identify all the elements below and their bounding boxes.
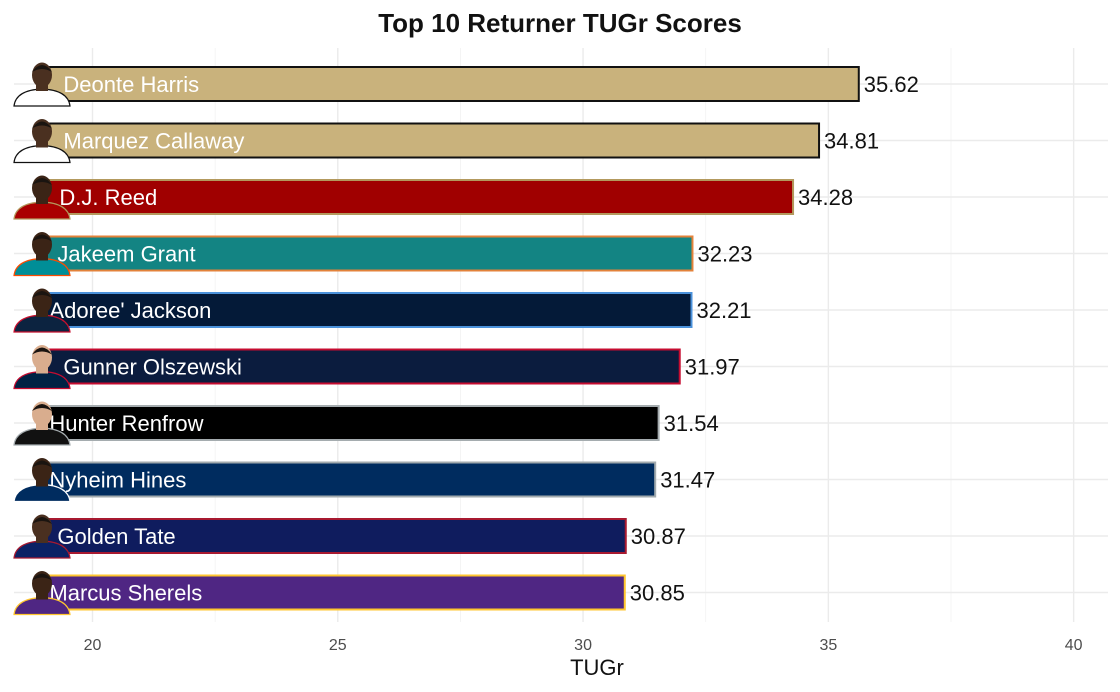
bar-name-label: Nyheim Hines xyxy=(49,468,186,493)
bar-name-label: Marcus Sherels xyxy=(49,581,202,606)
bar-name-label: Deonte Harris xyxy=(63,72,199,97)
x-tick-label: 20 xyxy=(84,637,102,654)
bar-name-label: Jakeem Grant xyxy=(57,242,195,267)
bar-value-label: 31.97 xyxy=(685,355,740,380)
x-tick-label: 30 xyxy=(574,637,592,654)
x-tick-label: 25 xyxy=(329,637,347,654)
x-tick-label: 40 xyxy=(1065,637,1083,654)
bar-name-label: Golden Tate xyxy=(57,524,175,549)
bar-name-label: Marquez Callaway xyxy=(63,129,244,154)
bar-name-label: Gunner Olszewski xyxy=(63,355,242,380)
bar-name-label: D.J. Reed xyxy=(59,185,157,210)
bar-value-label: 34.81 xyxy=(824,129,879,154)
bar-value-label: 32.23 xyxy=(697,242,752,267)
bar-value-label: 35.62 xyxy=(864,72,919,97)
bar-name-label: Hunter Renfrow xyxy=(49,411,203,436)
bar-value-label: 31.54 xyxy=(664,411,719,436)
bar-value-label: 31.47 xyxy=(660,468,715,493)
bar-value-label: 32.21 xyxy=(696,298,751,323)
x-axis-ticks: 20 25 30 35 40 xyxy=(84,637,1083,654)
bars: Deonte Harris 35.62 Marquez Callaway 34.81 D… xyxy=(43,67,918,610)
bar-value-label: 30.85 xyxy=(630,581,685,606)
x-axis-title: TUGr xyxy=(570,655,624,680)
bar-name-label: Adoree' Jackson xyxy=(49,298,211,323)
bar-value-label: 34.28 xyxy=(798,185,853,210)
bar-value-label: 30.87 xyxy=(631,524,686,549)
x-tick-label: 35 xyxy=(819,637,837,654)
chart-title: Top 10 Returner TUGr Scores xyxy=(378,8,742,38)
